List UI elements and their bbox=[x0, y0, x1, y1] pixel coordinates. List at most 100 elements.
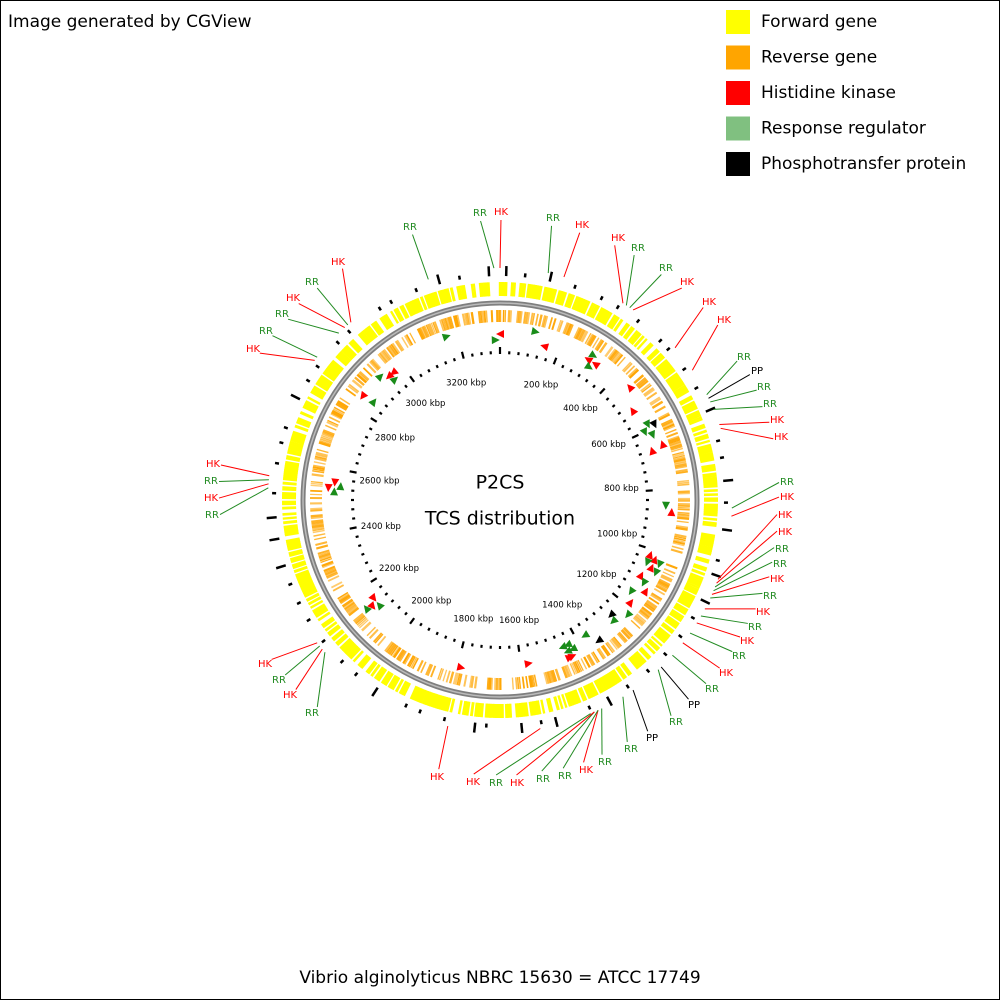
forward-gene bbox=[556, 290, 564, 305]
reverse-gene bbox=[336, 401, 348, 410]
forward-gene bbox=[283, 475, 298, 480]
feature-marker bbox=[642, 419, 650, 429]
reverse-gene bbox=[637, 378, 648, 388]
reverse-gene bbox=[545, 671, 551, 684]
feature-marker bbox=[368, 592, 377, 602]
forward-gene bbox=[698, 449, 713, 456]
reverse-gene bbox=[322, 429, 335, 436]
forward-gene bbox=[391, 676, 401, 691]
ruler-tick bbox=[631, 433, 639, 439]
forward-gene bbox=[691, 568, 706, 576]
forward-gene bbox=[335, 633, 348, 645]
ruler-tick bbox=[427, 627, 431, 632]
forward-gene bbox=[699, 540, 714, 546]
forward-gene bbox=[703, 484, 718, 489]
forward-gene bbox=[320, 616, 334, 627]
ruler-tick bbox=[622, 577, 627, 581]
reverse-gene bbox=[517, 310, 522, 324]
ruler-tick bbox=[622, 419, 627, 423]
legend-label: Forward gene bbox=[761, 12, 877, 32]
ruler-tick bbox=[368, 427, 373, 431]
reverse-gene bbox=[394, 340, 404, 352]
reverse-gene bbox=[650, 593, 662, 602]
reverse-gene bbox=[310, 515, 323, 520]
forward-gene bbox=[525, 283, 531, 299]
reverse-gene bbox=[529, 312, 534, 325]
outer-tick bbox=[625, 684, 630, 689]
reverse-gene bbox=[486, 677, 490, 690]
reverse-gene bbox=[677, 508, 690, 511]
reverse-gene bbox=[314, 457, 327, 462]
reverse-gene bbox=[396, 648, 405, 661]
forward-gene bbox=[666, 615, 680, 626]
forward-gene bbox=[675, 602, 689, 612]
forward-gene bbox=[687, 577, 702, 586]
reverse-gene bbox=[602, 644, 611, 656]
ruler-tick bbox=[409, 617, 416, 625]
ruler-label: 2000 kbp bbox=[411, 596, 451, 606]
feature-label: PP bbox=[751, 366, 763, 377]
forward-gene bbox=[681, 400, 696, 410]
reverse-gene bbox=[532, 674, 536, 687]
feature-marker bbox=[558, 642, 568, 650]
forward-gene bbox=[474, 702, 479, 717]
reverse-gene bbox=[361, 621, 372, 632]
feature-leader bbox=[316, 652, 326, 708]
feature-marker bbox=[649, 419, 657, 429]
forward-gene bbox=[282, 477, 298, 482]
feature-marker bbox=[657, 559, 665, 569]
reverse-gene bbox=[319, 556, 332, 562]
forward-gene bbox=[613, 318, 624, 332]
reverse-gene bbox=[382, 348, 393, 360]
outer-tick bbox=[389, 299, 394, 305]
forward-gene bbox=[335, 355, 348, 367]
feature-label: HK bbox=[719, 668, 734, 679]
forward-gene bbox=[283, 471, 298, 476]
outer-tick bbox=[377, 306, 382, 311]
forward-gene bbox=[409, 685, 419, 700]
forward-gene bbox=[531, 284, 537, 299]
forward-gene bbox=[486, 703, 491, 718]
reverse-gene bbox=[490, 677, 493, 690]
forward-gene bbox=[570, 690, 578, 705]
reverse-gene bbox=[338, 593, 350, 601]
forward-gene bbox=[307, 596, 322, 606]
forward-gene bbox=[693, 563, 708, 570]
reverse-gene bbox=[662, 423, 675, 431]
outer-tick bbox=[346, 329, 352, 334]
outer-tick bbox=[279, 440, 284, 445]
reverse-gene bbox=[641, 384, 652, 393]
forward-gene bbox=[384, 672, 394, 687]
feature-label: HK bbox=[770, 574, 785, 585]
forward-gene bbox=[547, 287, 553, 303]
forward-gene bbox=[429, 692, 437, 708]
forward-gene bbox=[578, 298, 587, 313]
reverse-gene bbox=[677, 490, 690, 494]
reverse-gene bbox=[586, 654, 594, 667]
reverse-gene bbox=[381, 350, 391, 361]
reverse-gene bbox=[312, 468, 325, 472]
forward-gene bbox=[313, 385, 327, 395]
outer-tick bbox=[539, 720, 543, 725]
reverse-gene bbox=[416, 659, 424, 672]
forward-gene bbox=[400, 681, 410, 696]
forward-gene bbox=[576, 298, 586, 313]
forward-gene bbox=[283, 524, 298, 529]
forward-gene bbox=[297, 575, 312, 583]
forward-gene bbox=[669, 379, 683, 389]
forward-gene bbox=[598, 677, 608, 691]
forward-gene bbox=[656, 360, 670, 372]
forward-gene bbox=[298, 576, 313, 585]
reverse-gene bbox=[355, 615, 366, 625]
ruler-tick bbox=[605, 599, 610, 603]
forward-gene bbox=[600, 676, 610, 690]
forward-gene bbox=[287, 446, 303, 453]
ruler-tick bbox=[404, 384, 408, 389]
forward-gene bbox=[573, 689, 582, 704]
reverse-gene bbox=[655, 584, 668, 593]
forward-gene bbox=[682, 402, 697, 412]
ruler-tick bbox=[452, 357, 456, 362]
forward-gene bbox=[449, 287, 456, 302]
ruler-tick bbox=[627, 569, 632, 573]
